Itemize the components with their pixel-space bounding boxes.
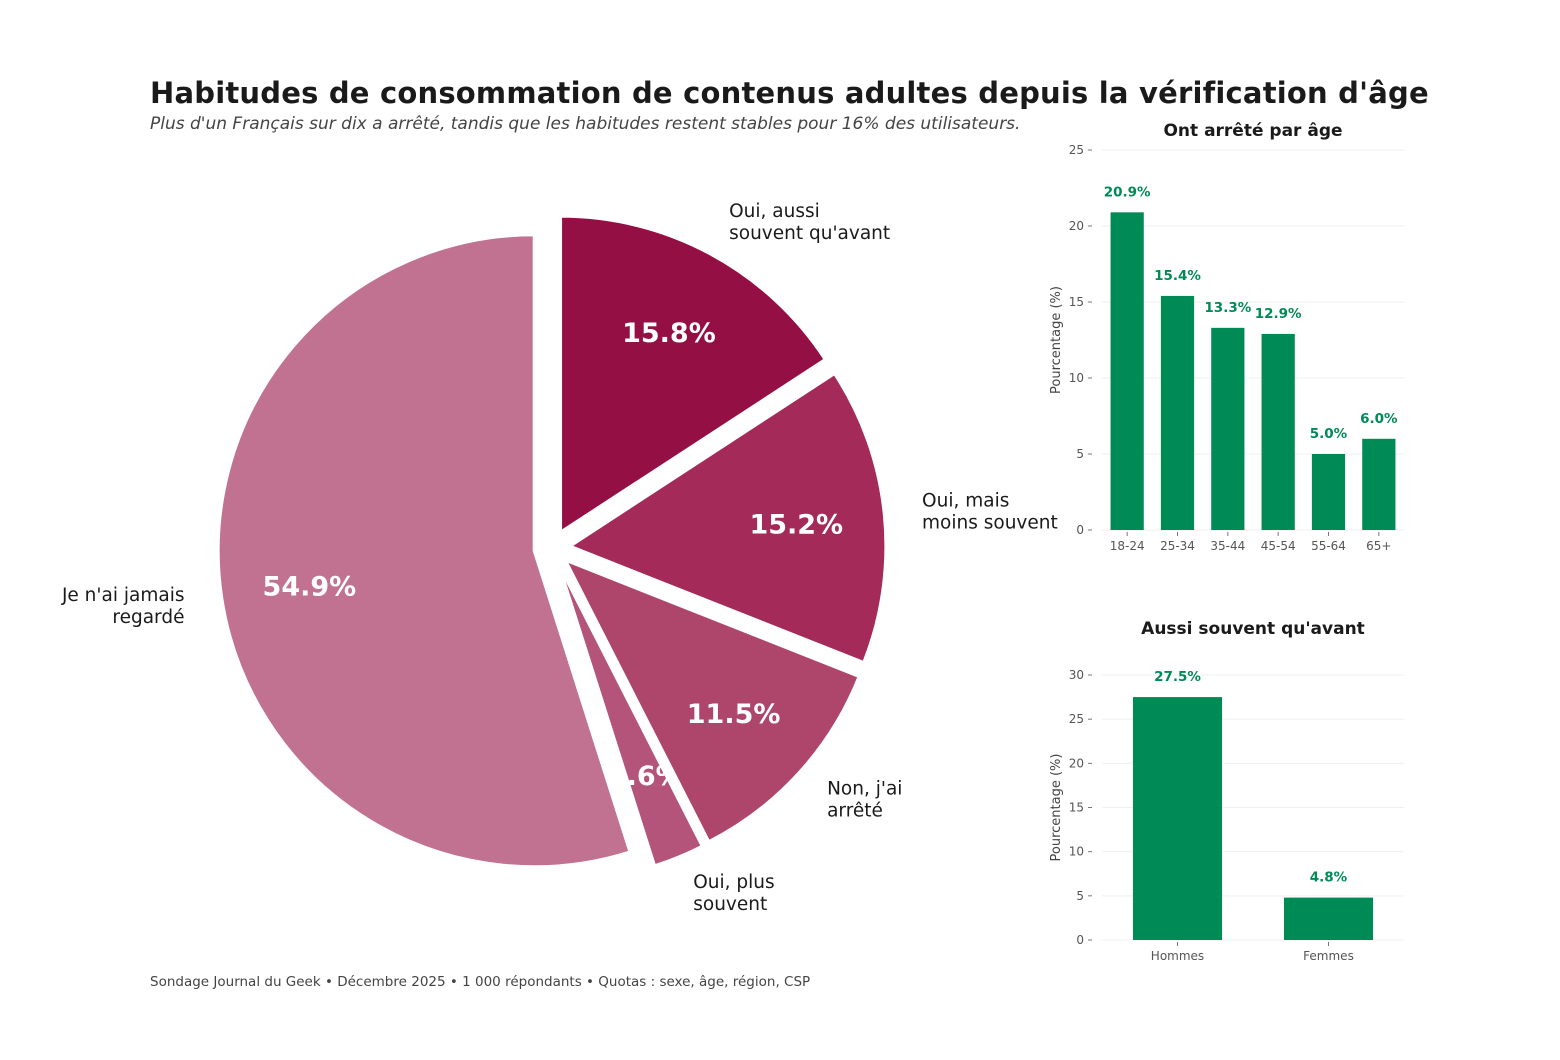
page-subtitle: Plus d'un Français sur dix a arrêté, tan… <box>150 114 1021 134</box>
pie-slice-label-2: Non, j'ai arrêté <box>827 778 902 821</box>
bar-0 <box>1110 212 1144 530</box>
bar-value-label-0: 20.9% <box>1104 184 1151 200</box>
bar-chart-title: Aussi souvent qu'avant <box>1141 619 1365 639</box>
bar-2 <box>1211 327 1245 530</box>
y-tick-label-4: 20 <box>1069 756 1084 770</box>
x-tick-label-4: 55-64 <box>1311 539 1346 553</box>
y-tick-label-2: 10 <box>1069 845 1084 859</box>
y-tick-label-6: 30 <box>1069 668 1084 682</box>
page-title: Habitudes de consommation de contenus ad… <box>150 76 1429 110</box>
bar-5 <box>1362 438 1396 530</box>
bar-4 <box>1311 454 1346 530</box>
bar-3 <box>1261 333 1295 530</box>
y-axis-label: Pourcentage (%) <box>1049 286 1064 394</box>
x-tick-label-0: Hommes <box>1151 949 1204 963</box>
bar-value-label-3: 12.9% <box>1255 306 1302 322</box>
pie-slice-value-0: 54.9% <box>263 572 357 603</box>
bar-value-label-5: 6.0% <box>1360 411 1398 427</box>
pie-slice-label-4: Oui, aussi souvent qu'avant <box>729 201 890 244</box>
y-tick-label-5: 25 <box>1069 712 1084 726</box>
y-tick-label-3: 15 <box>1069 295 1084 309</box>
x-tick-label-1: Femmes <box>1303 949 1354 963</box>
pie-slice-label-3: Oui, mais moins souvent <box>922 491 1058 534</box>
bar-0 <box>1132 697 1223 940</box>
bar-value-label-4: 5.0% <box>1310 426 1348 442</box>
y-tick-label-1: 5 <box>1076 447 1084 461</box>
pie-slice-2 <box>562 557 862 844</box>
pie-slice-3 <box>566 371 888 665</box>
y-tick-label-3: 15 <box>1069 801 1084 815</box>
pie-slice-value-4: 15.8% <box>622 318 716 349</box>
x-tick-label-3: 45-54 <box>1261 539 1296 553</box>
y-tick-label-5: 25 <box>1069 143 1084 157</box>
y-tick-label-2: 10 <box>1069 371 1084 385</box>
bar-value-label-1: 15.4% <box>1154 268 1201 284</box>
pie-slice-0 <box>216 233 632 869</box>
y-tick-label-1: 5 <box>1076 889 1084 903</box>
pie-slice-label-0: Je n'ai jamais regardé <box>61 585 185 628</box>
y-tick-label-4: 20 <box>1069 219 1084 233</box>
bar-1 <box>1160 295 1195 530</box>
pie-slice-value-2: 11.5% <box>687 699 781 730</box>
y-tick-label-0: 0 <box>1076 523 1084 537</box>
x-tick-label-5: 65+ <box>1366 539 1391 553</box>
bar-chart-title: Ont arrêté par âge <box>1163 121 1342 141</box>
bar-value-label-0: 27.5% <box>1154 669 1201 685</box>
x-tick-label-0: 18-24 <box>1110 539 1145 553</box>
pie-slice-1 <box>557 563 705 868</box>
y-tick-label-0: 0 <box>1076 933 1084 947</box>
bar-chart-age: Ont arrêté par âge 0 5 10 15 20 25 Pourcentage … <box>1049 121 1404 553</box>
pie-slice-label-1: Oui, plus souvent <box>693 872 774 915</box>
pie-chart: Je n'ai jamais regardé 54.9% Oui, plus souve… <box>61 201 1058 915</box>
source-footer: Sondage Journal du Geek • Décembre 2025 … <box>150 974 811 990</box>
bar-value-label-1: 4.8% <box>1310 870 1348 886</box>
x-tick-label-1: 25-34 <box>1160 539 1195 553</box>
pie-slice-4 <box>559 214 828 535</box>
pie-slice-value-3: 15.2% <box>749 509 843 540</box>
x-tick-label-2: 35-44 <box>1210 539 1245 553</box>
bar-1 <box>1283 897 1374 940</box>
bar-chart-gender: Aussi souvent qu'avant 0 5 10 15 20 25 30 Pource… <box>1049 619 1404 963</box>
bar-value-label-2: 13.3% <box>1204 300 1251 316</box>
y-axis-label: Pourcentage (%) <box>1049 754 1064 862</box>
